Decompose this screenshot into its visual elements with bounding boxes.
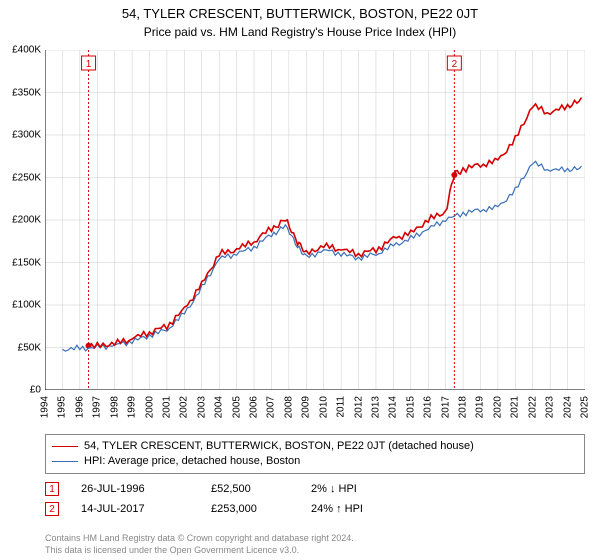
- x-tick-label: 2004: [214, 396, 225, 418]
- x-tick-label: 1999: [127, 396, 138, 418]
- x-tick-label: 2021: [510, 396, 521, 418]
- plot-svg: 12: [45, 50, 585, 390]
- y-tick-label: £100K: [12, 300, 41, 311]
- y-tick-label: £300K: [12, 130, 41, 141]
- x-tick-label: 2016: [423, 396, 434, 418]
- x-tick-label: 2014: [388, 396, 399, 418]
- x-tick-label: 1997: [92, 396, 103, 418]
- x-tick-label: 1998: [109, 396, 120, 418]
- event-diff: 24% ↑ HPI: [311, 503, 363, 515]
- x-tick-label: 1994: [40, 396, 51, 418]
- x-tick-label: 2019: [475, 396, 486, 418]
- y-tick-label: £400K: [12, 45, 41, 56]
- x-tick-label: 1996: [74, 396, 85, 418]
- x-tick-label: 2006: [249, 396, 260, 418]
- x-tick-label: 2024: [562, 396, 573, 418]
- chart-title: 54, TYLER CRESCENT, BUTTERWICK, BOSTON, …: [0, 0, 600, 21]
- x-tick-label: 2015: [405, 396, 416, 418]
- event-date: 14-JUL-2017: [81, 503, 211, 515]
- x-tick-label: 2002: [179, 396, 190, 418]
- event-price: £253,000: [211, 503, 311, 515]
- y-tick-label: £0: [30, 385, 41, 396]
- x-tick-label: 1995: [57, 396, 68, 418]
- x-tick-label: 2005: [231, 396, 242, 418]
- event-marker: 1: [45, 482, 59, 496]
- x-tick-label: 2025: [580, 396, 591, 418]
- legend-box: 54, TYLER CRESCENT, BUTTERWICK, BOSTON, …: [45, 434, 585, 474]
- chart-container: 54, TYLER CRESCENT, BUTTERWICK, BOSTON, …: [0, 0, 600, 560]
- x-tick-label: 2009: [301, 396, 312, 418]
- footer-line-1: Contains HM Land Registry data © Crown c…: [45, 532, 585, 544]
- event-date: 26-JUL-1996: [81, 483, 211, 495]
- x-tick-label: 2023: [545, 396, 556, 418]
- plot-area: 12: [45, 50, 585, 390]
- legend-swatch: [52, 446, 78, 448]
- x-tick-label: 2017: [440, 396, 451, 418]
- event-price: £52,500: [211, 483, 311, 495]
- y-tick-label: £50K: [18, 342, 41, 353]
- x-tick-label: 2020: [492, 396, 503, 418]
- x-tick-label: 2022: [527, 396, 538, 418]
- chart-subtitle: Price paid vs. HM Land Registry's House …: [0, 21, 600, 39]
- x-tick-label: 2010: [318, 396, 329, 418]
- y-tick-label: £200K: [12, 215, 41, 226]
- legend-label: HPI: Average price, detached house, Bost…: [84, 454, 300, 469]
- x-tick-label: 2000: [144, 396, 155, 418]
- event-row: 1 26-JUL-1996£52,5002% ↓ HPI: [45, 482, 585, 496]
- x-tick-label: 2007: [266, 396, 277, 418]
- event-marker: 2: [45, 502, 59, 516]
- svg-text:1: 1: [86, 59, 92, 70]
- legend-row: 54, TYLER CRESCENT, BUTTERWICK, BOSTON, …: [52, 439, 578, 454]
- y-tick-label: £350K: [12, 87, 41, 98]
- legend-swatch: [52, 461, 78, 462]
- footer-attribution: Contains HM Land Registry data © Crown c…: [45, 532, 585, 556]
- y-tick-label: £150K: [12, 257, 41, 268]
- x-tick-label: 2012: [353, 396, 364, 418]
- y-axis-labels: £0£50K£100K£150K£200K£250K£300K£350K£400…: [0, 50, 45, 390]
- y-tick-label: £250K: [12, 172, 41, 183]
- x-tick-label: 2001: [161, 396, 172, 418]
- event-row: 2 14-JUL-2017£253,00024% ↑ HPI: [45, 502, 585, 516]
- events-table: 1 26-JUL-1996£52,5002% ↓ HPI 2 14-JUL-2017£…: [45, 476, 585, 516]
- svg-text:2: 2: [452, 59, 458, 70]
- footer-line-2: This data is licensed under the Open Gov…: [45, 544, 585, 556]
- event-diff: 2% ↓ HPI: [311, 483, 357, 495]
- x-tick-label: 2003: [196, 396, 207, 418]
- legend-label: 54, TYLER CRESCENT, BUTTERWICK, BOSTON, …: [84, 439, 474, 454]
- legend-row: HPI: Average price, detached house, Bost…: [52, 454, 578, 469]
- x-tick-label: 2011: [336, 396, 347, 418]
- x-tick-label: 2008: [283, 396, 294, 418]
- x-tick-label: 2018: [458, 396, 469, 418]
- x-tick-label: 2013: [370, 396, 381, 418]
